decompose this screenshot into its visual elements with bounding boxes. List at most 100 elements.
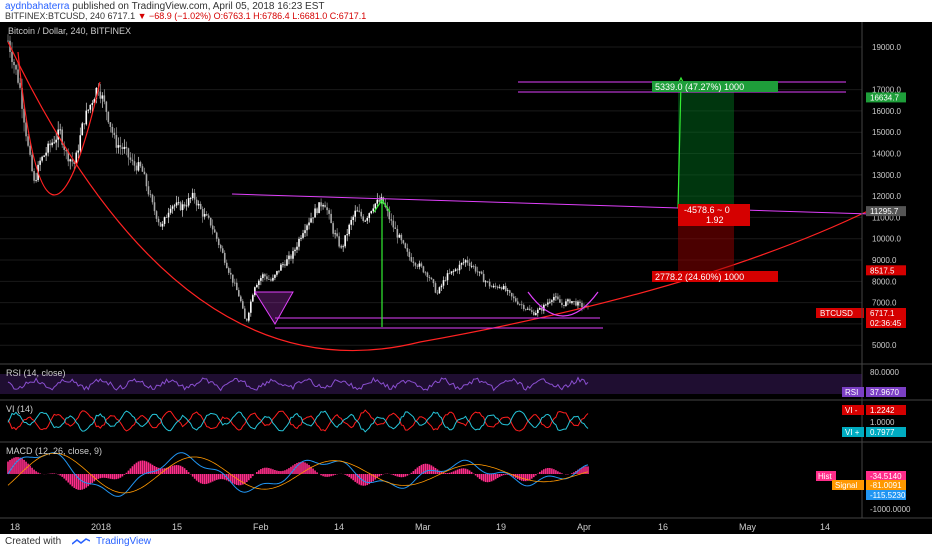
macd-hist-bar (111, 474, 114, 480)
candle-body (577, 301, 579, 306)
vi-plus-tag: VI + (845, 428, 860, 437)
macd-hist-bar (109, 474, 112, 479)
macd-hist-bar (310, 466, 312, 474)
macd-hist-bar (328, 474, 330, 477)
macd-hist-bar (207, 474, 210, 484)
macd-hist-bar (139, 460, 142, 474)
author-link[interactable]: aydnbahaterra (5, 1, 70, 12)
candle-body (358, 210, 361, 212)
macd-hist-bar (450, 472, 453, 474)
macd-hist-bar (181, 466, 184, 474)
ohlc-line: BITFINEX:BTCUSD, 240 6717.1 ▼ −68.9 (−1.… (5, 11, 366, 21)
macd-hist-bar (31, 467, 33, 474)
candle-body (378, 199, 381, 202)
macd-hist-bar (428, 464, 431, 474)
candle-body (227, 268, 230, 273)
price-axis[interactable]: 19000.0 17000.0 16000.0 15000.0 14000.0 13000… (872, 43, 901, 350)
candle-body (360, 211, 363, 217)
vi-plus-line (7, 410, 589, 433)
macd-hist-bar (420, 464, 423, 474)
candle-body (424, 272, 427, 274)
candle-body (268, 279, 270, 280)
macd-hist-bar (167, 467, 170, 474)
macd-hist-bar (466, 469, 469, 474)
chart-area[interactable]: Bitcoin / Dollar, 240, BITFINEX (0, 22, 932, 534)
candle-body (398, 234, 401, 238)
macd-hist-bar (203, 474, 206, 485)
candle-body (195, 199, 198, 206)
macd-hist-bar (223, 474, 226, 480)
last-value: 6717.1 (107, 11, 136, 21)
candle-body (366, 217, 369, 221)
time-axis[interactable]: 18 2018 15 Feb 14 Mar 19 Apr 16 May 14 (10, 522, 830, 532)
macd-hist-bar (350, 474, 352, 479)
low-value: L:6681.0 (292, 11, 328, 21)
macd-hist-bar (85, 474, 88, 488)
y-tick-label: 15000.0 (872, 128, 901, 137)
macd-hist-bar (53, 473, 55, 474)
macd-hist-bar (494, 474, 497, 480)
candle-body (420, 263, 423, 267)
macd-hist-bar (21, 458, 23, 474)
macd-hist-bar (77, 474, 80, 490)
macd-hist-bar (454, 470, 457, 474)
macd-hist-bar (372, 474, 375, 482)
macd-hist-bar (436, 469, 439, 474)
candle-body (250, 301, 252, 313)
center-label-box (678, 204, 750, 226)
x-tick-label: Apr (577, 522, 591, 532)
candle-body (276, 271, 278, 275)
candle-body (242, 301, 244, 309)
candle-body (430, 277, 433, 280)
candle-body (33, 171, 35, 181)
macd-hist-bar (123, 474, 126, 475)
macd-hist-bar (380, 474, 383, 476)
macd-hist-bar (448, 472, 451, 474)
macd-hist-bar (286, 469, 288, 474)
candle-body (65, 149, 68, 152)
macd-hist-bar (334, 474, 336, 475)
x-tick-label: 16 (658, 522, 668, 532)
macd-hist-bar (219, 474, 222, 480)
signal-line (7, 452, 589, 494)
candle-body (294, 249, 296, 252)
macd-hist-bar (107, 474, 110, 479)
vi-minus-value-box (866, 405, 906, 415)
vi-axis-mid: 1.0000 (870, 418, 895, 427)
macd-hist-bar (213, 474, 216, 481)
brand-link[interactable]: TradingView (96, 536, 152, 547)
y-tick-label: 11000.0 (872, 213, 901, 222)
drawings: 5339.0 (47.27%) 1000 -4578.6 ~ 0 1.92 27… (7, 41, 871, 352)
candle-body (470, 265, 473, 267)
macd-hist-bar (440, 471, 443, 474)
macd-hist-bar (260, 469, 262, 474)
macd-hist-bar (284, 470, 286, 474)
macd-hist-bar (125, 472, 128, 474)
candle-body (25, 122, 27, 137)
candle-body (191, 192, 194, 199)
candle-body (7, 40, 9, 42)
candle-body (476, 271, 479, 273)
y-tick-label: 10000.0 (872, 235, 901, 244)
candle-body (362, 216, 365, 221)
macd-hist-bar (199, 474, 202, 484)
chart-svg[interactable]: Bitcoin / Dollar, 240, BITFINEX (0, 22, 932, 534)
candle-body (508, 290, 511, 293)
rsi-line (7, 376, 589, 392)
macd-hist-bar (29, 465, 31, 474)
candle-body (157, 218, 160, 223)
rsi-tag-box (842, 387, 864, 397)
last-price-tag: 6717.1 (870, 309, 895, 318)
candle-body (464, 260, 467, 263)
candle-body (318, 202, 320, 214)
candle-body (320, 202, 322, 207)
candle-body (13, 61, 15, 66)
macd-hist-bar (59, 474, 61, 476)
candle-body (51, 142, 53, 146)
candle-body (155, 211, 158, 219)
candle-body (296, 246, 298, 250)
candle-body (446, 273, 449, 281)
macd-hist-bar (288, 468, 290, 474)
macd-hist-bar (444, 473, 447, 474)
macd-hist-bar (71, 474, 74, 487)
